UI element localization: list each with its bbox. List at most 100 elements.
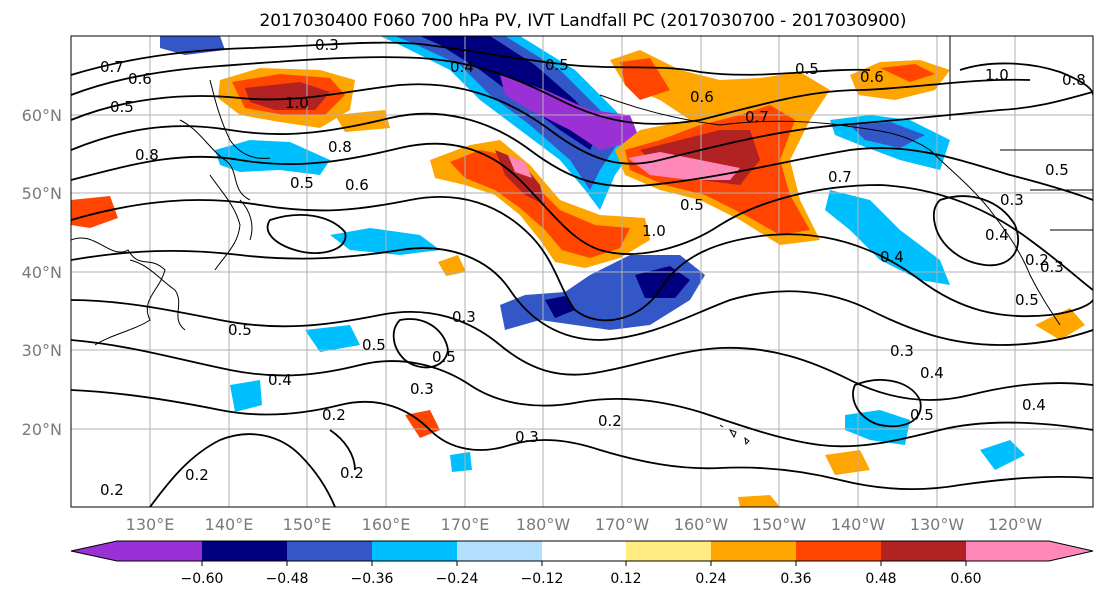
contour-label: 0.2 xyxy=(185,466,209,484)
contour-line xyxy=(71,56,1031,125)
positive-anomaly-small-southwest xyxy=(738,495,780,507)
contour-labels: 0.3 0.7 0.6 0.5 1.0 0.8 0.8 0.5 0.6 0.4 … xyxy=(100,36,1086,499)
contour-line xyxy=(71,299,1093,401)
map-frame xyxy=(70,35,1094,508)
contour-label: 1.0 xyxy=(642,222,666,240)
colorbar-tick-label: 0.48 xyxy=(865,571,896,587)
lat-label-50n: 50°N xyxy=(22,184,62,203)
colorbar-tick-label: 0.24 xyxy=(695,571,726,587)
lon-label-130w: 130°W xyxy=(910,515,965,534)
contour-label: 0.4 xyxy=(450,58,474,76)
contour-label: 1.0 xyxy=(985,66,1009,84)
negative-anomaly-small-central xyxy=(305,325,360,352)
colorbar-segment xyxy=(711,541,796,561)
colorbar-segment xyxy=(542,541,626,561)
colorbar-tick-label: −0.12 xyxy=(521,571,564,587)
colorbar-ticks xyxy=(201,561,967,566)
contour-label: 0.7 xyxy=(828,168,852,186)
contour-line xyxy=(71,247,1093,346)
negative-anomaly-okhotsk-south xyxy=(215,140,330,175)
colorbar-segment xyxy=(881,541,966,561)
map-panel: 0.3 0.7 0.6 0.5 1.0 0.8 0.8 0.5 0.6 0.4 … xyxy=(70,35,1094,508)
contour-line xyxy=(959,62,1093,96)
map-gridlines xyxy=(71,36,1093,507)
contour-line xyxy=(71,389,1093,491)
colorbar-segment xyxy=(71,541,117,561)
contour-label: 0.5 xyxy=(545,56,569,74)
lon-label-120w: 120°W xyxy=(988,515,1043,534)
contour-line xyxy=(71,112,1093,201)
contour-label: 0.4 xyxy=(1022,396,1046,414)
negative-anomaly-jet-core-max xyxy=(500,75,640,150)
positive-anomaly-central-pacific-inner xyxy=(450,150,630,258)
positive-anomaly-northeast-inner xyxy=(880,64,935,82)
lon-label-150e: 150°E xyxy=(283,515,332,534)
contour-line xyxy=(329,429,356,471)
asia-coast xyxy=(71,119,251,346)
contour-label: 0.3 xyxy=(515,428,539,446)
positive-anomaly-okhotsk-core xyxy=(245,82,330,110)
contour-label: 0.3 xyxy=(1040,258,1064,276)
lon-label-130e: 130°E xyxy=(126,515,175,534)
hawaii-islands xyxy=(719,424,750,446)
lon-label-170w: 170°W xyxy=(595,515,650,534)
colorbar-outline xyxy=(70,540,1094,562)
contour-line xyxy=(71,83,1093,165)
contour-label: 0.7 xyxy=(100,58,124,76)
negative-anomaly-small-southeast xyxy=(980,440,1025,470)
pv-contours xyxy=(71,41,1093,507)
contour-line xyxy=(71,196,1093,322)
contour-label: 0.5 xyxy=(795,60,819,78)
contour-label: 0.3 xyxy=(410,380,434,398)
lon-label-160w: 160°W xyxy=(674,515,729,534)
colorbar-segment xyxy=(117,541,202,561)
colorbar-segment xyxy=(202,541,287,561)
negative-anomaly-small-hawaii xyxy=(450,452,472,472)
lon-label-170e: 170°E xyxy=(441,515,490,534)
negative-anomaly-gulf-coast-inner xyxy=(850,122,925,148)
lon-label-180w: 180°W xyxy=(516,515,571,534)
colorbar-segment xyxy=(1049,541,1093,561)
positive-anomaly-small-california xyxy=(1035,308,1085,340)
contour-label: 0.2 xyxy=(100,481,124,499)
positive-anomaly-west-edge xyxy=(71,196,118,228)
colorbar-tick-label: −0.36 xyxy=(351,571,394,587)
positive-anomaly-alaska-coast xyxy=(620,58,670,100)
contour-label: 0.7 xyxy=(745,108,769,126)
colorbar-segment xyxy=(626,541,711,561)
contour-label: 0.2 xyxy=(322,406,346,424)
colorbar-segment xyxy=(966,541,1049,561)
contour-label: 0.6 xyxy=(690,88,714,106)
contour-label: 0.4 xyxy=(880,248,904,266)
colorbar-segment xyxy=(457,541,542,561)
negative-anomaly-subtropical-east xyxy=(845,410,910,445)
colorbar-segment xyxy=(372,541,457,561)
contour-label: 0.5 xyxy=(110,98,134,116)
lon-label-150w: 150°W xyxy=(752,515,807,534)
colorbar-tick-label: −0.60 xyxy=(181,571,224,587)
contour-label: 0.4 xyxy=(920,364,944,382)
contour-line xyxy=(71,41,871,76)
negative-anomaly-hawaii-trough-core xyxy=(635,266,690,298)
positive-anomaly-small-central xyxy=(438,255,466,276)
contour-label: 0.5 xyxy=(1015,291,1039,309)
contour-label: 0.4 xyxy=(985,226,1009,244)
positive-anomaly-small-east xyxy=(825,450,870,475)
contour-label: 0.3 xyxy=(452,308,476,326)
positive-anomaly-central-pacific-core xyxy=(495,150,545,205)
lat-label-40n: 40°N xyxy=(22,263,62,282)
contour-label: 0.3 xyxy=(890,342,914,360)
lat-label-30n: 30°N xyxy=(22,341,62,360)
kamchatka-coast xyxy=(209,79,271,159)
contour-line xyxy=(266,214,347,254)
colorbar-segment xyxy=(796,541,881,561)
contour-label: 0.2 xyxy=(1025,251,1049,269)
lon-label-160e: 160°E xyxy=(362,515,411,534)
lat-label-60n: 60°N xyxy=(22,106,62,125)
contour-label: 0.5 xyxy=(362,336,386,354)
colorbar-segment xyxy=(287,541,372,561)
contour-label: 0.5 xyxy=(432,348,456,366)
contour-label: 0.5 xyxy=(290,174,314,192)
contour-label: 0.6 xyxy=(128,70,152,88)
